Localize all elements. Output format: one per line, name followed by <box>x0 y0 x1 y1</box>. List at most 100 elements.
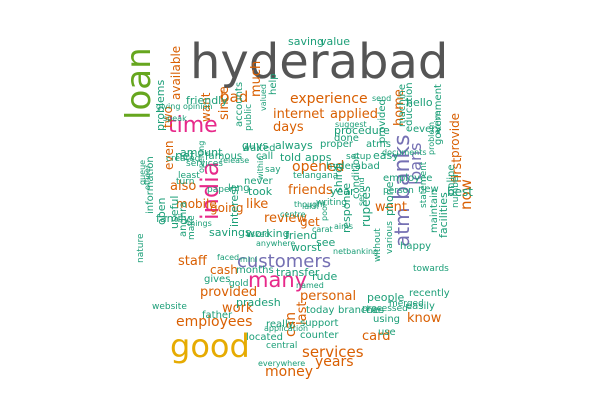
word: public <box>244 103 254 131</box>
word: card <box>362 329 391 344</box>
word: provided <box>200 285 258 300</box>
word: review <box>264 211 307 226</box>
word: make <box>187 215 197 240</box>
word: facilities <box>437 192 450 238</box>
word: least <box>178 171 200 181</box>
word: value <box>320 35 351 48</box>
word: customers <box>237 251 332 272</box>
word: turn <box>176 177 195 187</box>
word: years <box>315 354 354 370</box>
word: best <box>447 185 473 199</box>
word: nature <box>136 233 146 264</box>
word: experience <box>290 91 368 107</box>
word: speak <box>163 114 187 123</box>
word: procedure <box>334 124 390 137</box>
word: suggest <box>335 120 367 129</box>
word: hello <box>406 96 433 109</box>
word: working <box>246 227 290 240</box>
word: father <box>202 310 233 321</box>
word: merged <box>389 299 424 309</box>
word: say <box>265 165 281 175</box>
word: get <box>300 215 320 229</box>
word: internet <box>273 107 325 122</box>
word: provided <box>377 99 388 143</box>
word: many <box>248 268 308 292</box>
word: easy <box>373 149 399 162</box>
word: net <box>175 149 195 163</box>
word: machine <box>397 84 408 127</box>
word: gold <box>229 279 249 289</box>
word: arrive <box>433 110 442 134</box>
word: went <box>375 200 407 215</box>
word: transfer <box>276 266 320 279</box>
word: netbanking <box>333 247 379 256</box>
word: friendly <box>186 94 228 107</box>
word: various <box>385 221 395 254</box>
word: writing <box>316 198 348 208</box>
word: second <box>357 177 366 206</box>
word: amount <box>180 146 223 159</box>
word: days <box>273 120 304 135</box>
word: took <box>248 185 273 198</box>
word: done <box>334 133 359 144</box>
word: guys <box>242 139 269 152</box>
word: mini <box>240 255 258 264</box>
word: use <box>378 327 396 338</box>
word: months <box>236 265 274 276</box>
word: recently <box>409 288 450 299</box>
word: carat <box>312 225 333 234</box>
word: telangana <box>293 171 339 181</box>
word: anywhere <box>256 239 296 248</box>
word: applied <box>330 107 378 122</box>
word: never <box>244 176 273 187</box>
word: know <box>407 311 442 326</box>
word: valued <box>259 84 268 111</box>
word: towards <box>413 264 449 274</box>
word: number <box>451 172 461 208</box>
word: counter <box>300 330 339 341</box>
word: today <box>306 305 335 316</box>
word: release <box>220 156 250 165</box>
word: opened <box>292 159 345 175</box>
word: saving <box>288 35 324 48</box>
word: easily <box>406 301 435 312</box>
word: officer <box>143 164 152 190</box>
word: cash <box>210 263 238 277</box>
word: savings <box>209 226 251 239</box>
word: located <box>246 332 283 343</box>
word: created <box>166 154 201 164</box>
word: hyderabad <box>326 161 380 172</box>
word: personal <box>300 289 357 304</box>
word: processed <box>362 304 408 314</box>
word: money <box>265 364 313 380</box>
word: going <box>210 201 244 215</box>
word: using <box>373 314 401 325</box>
word: setup <box>346 152 372 162</box>
word: atms <box>366 139 391 150</box>
word: also <box>170 179 197 194</box>
word: everywhere <box>258 359 306 368</box>
word: like <box>246 197 269 212</box>
word: bad <box>220 88 249 106</box>
word: every <box>413 124 442 135</box>
word: employees <box>176 314 253 330</box>
word: faced <box>217 253 240 262</box>
word: services <box>302 343 364 361</box>
word: paper <box>207 185 234 195</box>
word: people <box>367 291 405 304</box>
word: central <box>266 341 298 351</box>
word: gives <box>204 274 231 285</box>
word: family <box>156 212 190 225</box>
word: new <box>418 184 439 195</box>
word: without <box>373 228 383 262</box>
word: centre <box>280 210 306 219</box>
word: employee <box>383 173 433 184</box>
word: send <box>372 94 392 103</box>
word: mobile <box>176 197 217 211</box>
word: see <box>316 236 336 249</box>
word: giving opinion <box>156 102 213 111</box>
word: work <box>222 301 254 316</box>
word: told <box>280 151 302 164</box>
word: open <box>155 197 168 225</box>
